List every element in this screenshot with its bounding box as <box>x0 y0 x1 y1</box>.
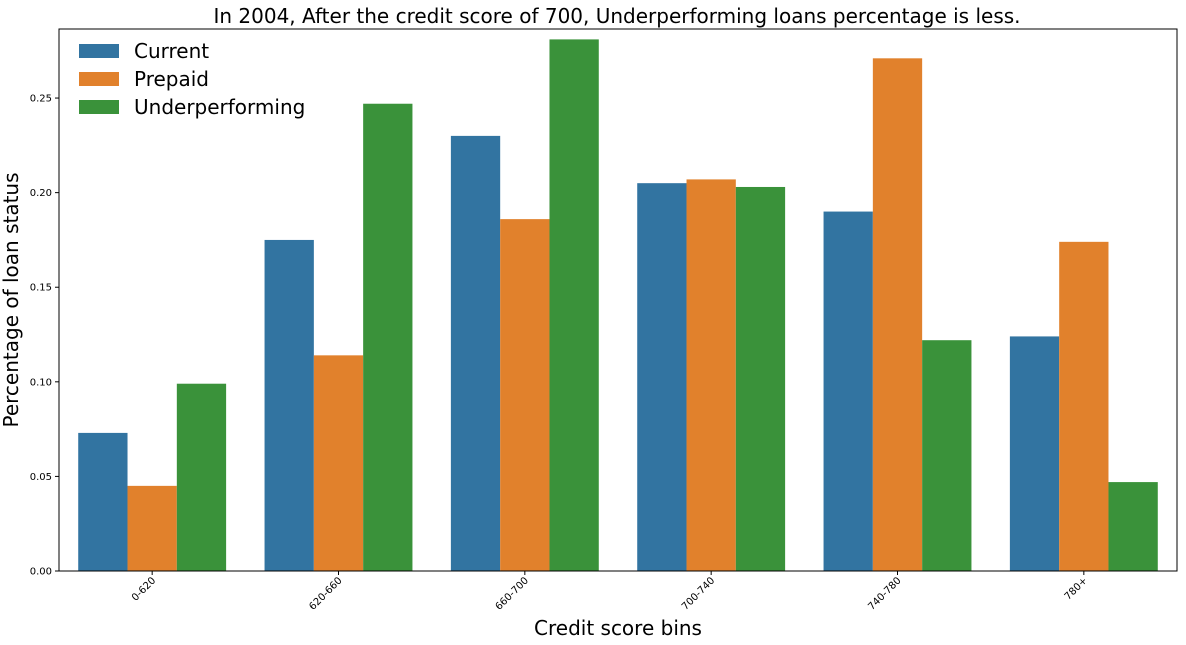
bar-current-660-700 <box>450 135 501 571</box>
y-tick-label: 0.15 <box>30 283 52 294</box>
bar-prepaid-620-660 <box>313 355 364 571</box>
legend-swatch-underperforming <box>79 100 119 114</box>
chart-title: In 2004, After the credit score of 700, … <box>213 4 1020 28</box>
x-tick-label: 620-660 <box>307 575 344 612</box>
bar-underperforming-700-740 <box>735 186 786 571</box>
bar-current-620-660 <box>264 239 314 571</box>
bar-underperforming-660-700 <box>549 39 599 571</box>
y-axis: 0.00 0.05 0.10 0.15 0.20 0.25 <box>30 94 59 578</box>
x-tick-label: 660-700 <box>494 575 531 612</box>
bar-prepaid-0-620 <box>127 485 177 571</box>
y-tick-label: 0.25 <box>30 94 52 105</box>
legend-swatch-prepaid <box>79 72 119 86</box>
y-tick-label: 0.00 <box>30 567 52 578</box>
x-tick-label: 780+ <box>1063 575 1090 602</box>
bar-current-0-620 <box>78 432 128 571</box>
bar-prepaid-740-780 <box>872 58 923 571</box>
bar-current-700-740 <box>637 183 687 571</box>
plot-frame <box>58 28 1178 572</box>
x-axis: 0-620 620-660 660-700 700-740 740-780 780+ <box>130 571 1090 613</box>
bars-group <box>78 39 1158 571</box>
y-axis-label: Percentage of loan status <box>0 172 23 427</box>
bar-underperforming-0-620 <box>176 383 227 571</box>
bar-prepaid-700-740 <box>686 179 736 571</box>
bar-current-740-780 <box>823 211 873 571</box>
legend-label-current: Current <box>134 39 209 63</box>
bar-current-780+ <box>1009 336 1060 571</box>
bar-prepaid-660-700 <box>500 219 550 571</box>
x-tick-label: 0-620 <box>130 575 158 603</box>
y-tick-label: 0.10 <box>30 377 52 388</box>
legend-label-prepaid: Prepaid <box>134 67 209 91</box>
legend: Current Prepaid Underperforming <box>79 39 305 119</box>
bar-prepaid-780+ <box>1059 241 1109 571</box>
legend-label-underperforming: Underperforming <box>134 95 305 119</box>
x-tick-label: 740-780 <box>866 575 903 612</box>
bar-underperforming-780+ <box>1108 482 1158 571</box>
bar-underperforming-620-660 <box>363 103 413 571</box>
bar-underperforming-740-780 <box>922 340 972 571</box>
y-tick-label: 0.05 <box>30 472 52 483</box>
x-axis-label: Credit score bins <box>534 616 702 640</box>
legend-swatch-current <box>79 44 119 58</box>
y-tick-label: 0.20 <box>30 188 52 199</box>
x-tick-label: 700-740 <box>680 575 717 612</box>
